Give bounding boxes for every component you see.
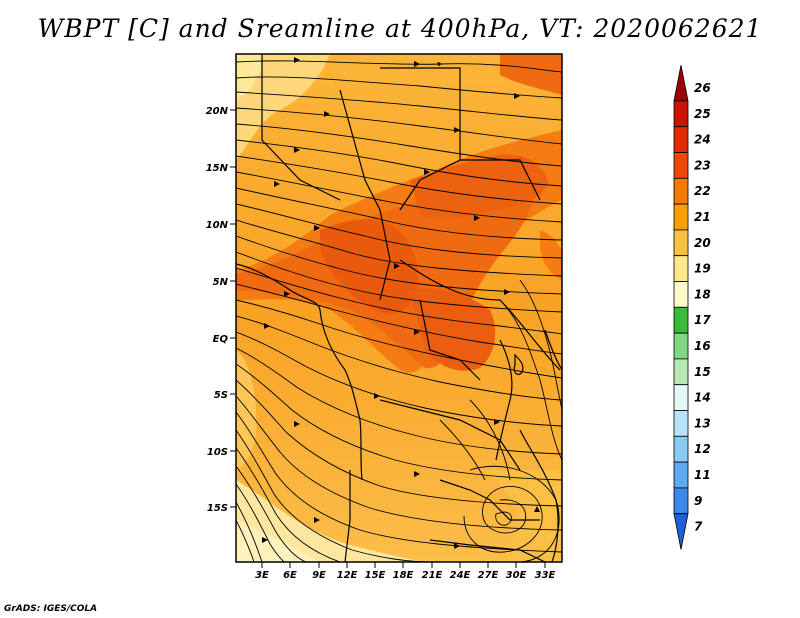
lon-label: 12E xyxy=(337,570,358,581)
lon-label: 9E xyxy=(312,570,326,581)
colorbar-label: 18 xyxy=(694,287,711,301)
colorbar-swatch xyxy=(673,358,689,386)
lon-label: 15E xyxy=(365,570,386,581)
colorbar-label: 24 xyxy=(694,133,711,147)
lat-label: 15S xyxy=(207,503,228,514)
streamline-arrows xyxy=(262,57,540,549)
colorbar-swatch xyxy=(673,65,689,102)
colorbar-swatch xyxy=(673,306,689,334)
colorbar-label: 17 xyxy=(694,313,711,327)
colorbar-label: 14 xyxy=(694,391,711,405)
colorbar-swatch xyxy=(673,100,689,128)
lon-label: 18E xyxy=(393,570,414,581)
lon-label: 30E xyxy=(506,570,527,581)
lat-label: 5S xyxy=(214,390,228,401)
colorbar-label: 20 xyxy=(694,236,711,250)
colorbar-label: 22 xyxy=(694,184,711,198)
colorbar-label: 7 xyxy=(694,520,703,534)
lat-label: 20N xyxy=(206,106,229,117)
colorbar-swatch xyxy=(673,410,689,437)
country-borders xyxy=(236,54,562,562)
map-title: WBPT [C] and Sreamline at 400hPa, VT: 20… xyxy=(37,14,763,43)
colorbar-swatch xyxy=(673,384,689,411)
lon-label: 33E xyxy=(535,570,556,581)
colorbar-swatch xyxy=(673,281,689,308)
colorbar-label: 25 xyxy=(694,107,711,121)
lon-label: 27E xyxy=(478,570,499,581)
colorbar-swatch xyxy=(673,177,689,205)
colorbar-label: 16 xyxy=(694,339,711,353)
colorbar-swatch xyxy=(673,255,689,282)
lon-label: 6E xyxy=(283,570,297,581)
lon-label: 21E xyxy=(422,570,443,581)
grads-credit: GrADS: IGES/COLA xyxy=(4,604,98,614)
lat-label: 15N xyxy=(206,163,229,174)
colorbar-label: 11 xyxy=(694,468,711,482)
latitude-labels: 20N 15N 10N 5N EQ 5S 10S 15S xyxy=(206,106,229,514)
colorbar-swatch xyxy=(673,461,689,489)
colorbar-label: 19 xyxy=(694,262,711,276)
lon-label: 3E xyxy=(255,570,269,581)
longitude-labels: 3E 6E 9E 12E 15E 18E 21E 24E 27E 30E 33E xyxy=(255,570,555,581)
colorbar-swatch xyxy=(673,435,689,463)
lat-label: 5N xyxy=(213,277,229,288)
colorbar: 26 25 24 23 22 21 20 19 18 17 16 15 14 13 12 11 9 7 xyxy=(673,65,711,550)
colorbar-swatch xyxy=(673,487,689,515)
colorbar-label: 12 xyxy=(694,442,711,456)
lat-label: EQ xyxy=(213,334,229,345)
colorbar-label: 9 xyxy=(694,494,702,508)
lat-label: 10S xyxy=(207,447,228,458)
colorbar-swatch xyxy=(673,332,689,360)
lon-label: 24E xyxy=(450,570,471,581)
colorbar-label: 13 xyxy=(694,416,711,430)
wbpt-shading xyxy=(236,54,562,562)
colorbar-swatch xyxy=(673,513,689,550)
colorbar-swatch xyxy=(673,229,689,257)
axis-ticks xyxy=(230,109,546,568)
plot-frame xyxy=(235,53,563,563)
colorbar-label: 21 xyxy=(694,210,711,224)
colorbar-label: 15 xyxy=(694,365,711,379)
colorbar-swatch xyxy=(673,203,689,231)
lat-label: 10N xyxy=(206,220,229,231)
colorbar-label: 23 xyxy=(694,158,711,172)
colorbar-swatch xyxy=(673,152,689,179)
colorbar-label: 26 xyxy=(694,81,711,95)
colorbar-swatch xyxy=(673,126,689,153)
